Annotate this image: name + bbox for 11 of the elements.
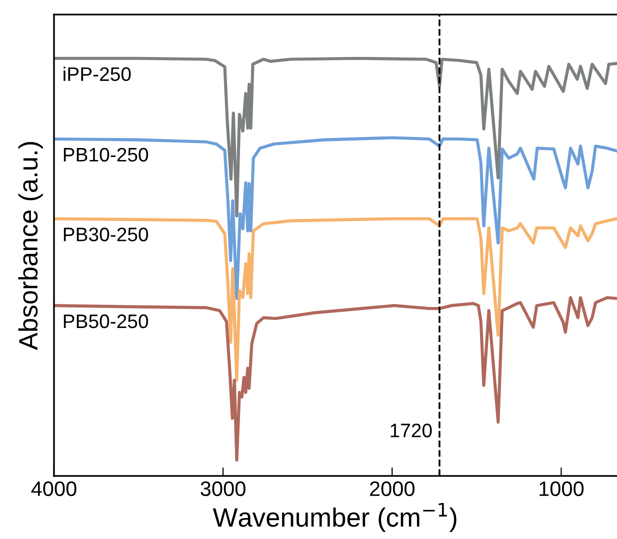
y-axis-title: Absorbance (a.u.) (18, 142, 43, 350)
x-axis-title: Wavenumber (cm$^{−1}$) (212, 502, 456, 532)
series-label: PB10-250 (64, 148, 148, 162)
series-label: iPP-250 (64, 66, 131, 82)
x-tick-label: 2000 (370, 481, 414, 496)
x-tick-label: 4000 (31, 481, 76, 496)
series-label: PB50-250 (64, 314, 148, 328)
ref-line-label: 1720 (390, 424, 432, 438)
series-label: PB30-250 (64, 228, 148, 242)
x-tick-label: 1000 (540, 481, 584, 496)
x-tick-label: 3000 (200, 481, 246, 496)
